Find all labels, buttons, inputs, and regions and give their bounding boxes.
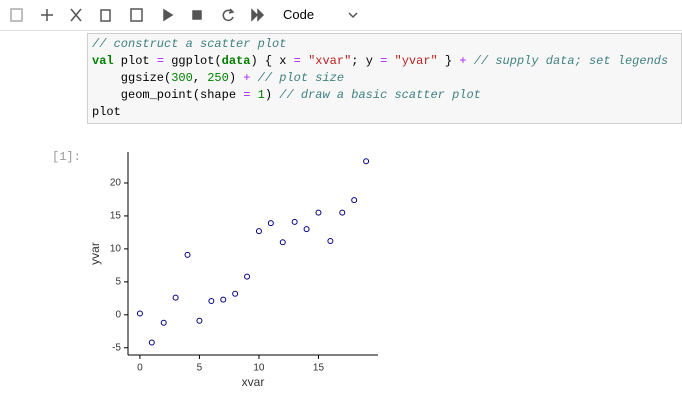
restart-button[interactable] (222, 8, 235, 22)
cut-button[interactable] (70, 8, 82, 22)
point (291, 218, 298, 225)
code-token: = (293, 54, 301, 68)
x-axis-label: xvar (242, 375, 265, 389)
point (267, 220, 274, 227)
code-token: } (437, 54, 460, 68)
code-token: ) (264, 88, 280, 102)
cell-type-select[interactable]: Code (283, 7, 315, 22)
code-token (250, 88, 257, 102)
code-line: val plot = ggplot(data) { x = "xvar"; y … (92, 53, 677, 70)
code-token: + (243, 71, 251, 85)
point (315, 209, 322, 216)
add-button[interactable] (41, 9, 53, 21)
code-token: + (459, 54, 467, 68)
point (255, 228, 262, 235)
code-token: 300 (171, 71, 193, 85)
chart: -5 0 5 10 15 20 0 5 10 15 xvar yvar (88, 152, 378, 389)
code-token: ) { x (250, 54, 294, 68)
paste-button[interactable] (130, 8, 143, 22)
code-token: plot (113, 54, 157, 68)
code-token: // draw a basic scatter plot (279, 88, 481, 102)
y-tick-label: -5 (112, 342, 121, 353)
y-axis-label: yvar (88, 242, 102, 265)
code-cell[interactable]: // construct a scatter plot val plot = gg… (87, 33, 682, 124)
code-token: , (192, 71, 208, 85)
code-line: // construct a scatter plot (92, 36, 677, 53)
code-line: ggsize(300, 250) + // plot size (92, 70, 677, 87)
code-token: // supply data; set legends (466, 54, 669, 68)
point (220, 296, 227, 303)
code-token: geom_point(shape (92, 88, 244, 102)
code-token: "yvar" (394, 54, 438, 68)
code-token: data (221, 54, 251, 68)
point (244, 273, 251, 280)
point (136, 310, 143, 317)
toolbar: Code (0, 0, 682, 31)
code-token (387, 54, 394, 68)
point (339, 209, 346, 216)
point (208, 297, 215, 304)
code-token: ; y (351, 54, 381, 68)
point (148, 339, 155, 346)
point (351, 197, 358, 204)
run-all-button[interactable] (251, 8, 265, 22)
y-tick-label: 0 (115, 309, 121, 320)
x-tick-label: 5 (197, 363, 203, 374)
code-token: "xvar" (308, 54, 352, 68)
y-tick-label: 5 (115, 276, 121, 287)
point (327, 237, 334, 244)
y-tick-label: 10 (110, 244, 122, 255)
code-token: plot (92, 105, 121, 119)
code-token: 250 (207, 71, 229, 85)
code-token: ggplot( (164, 54, 222, 68)
point (363, 158, 370, 165)
x-tick-label: 15 (313, 363, 325, 374)
code-token: // construct a scatter plot (92, 37, 287, 51)
code-token: ) (228, 71, 244, 85)
point (184, 251, 191, 258)
toolbar-icons (10, 8, 358, 22)
stop-button[interactable] (192, 10, 202, 20)
code-line: geom_point(shape = 1) // draw a basic sc… (92, 87, 677, 104)
x-tick-label: 0 (137, 363, 143, 374)
save-button[interactable] (10, 8, 23, 22)
copy-button[interactable] (100, 9, 111, 22)
point (196, 317, 203, 324)
point (279, 239, 286, 246)
code-token (301, 54, 308, 68)
output-prompt: [1]: (52, 150, 81, 164)
code-token: = (243, 88, 251, 102)
point (172, 294, 179, 301)
point (303, 226, 310, 233)
code-token: val (92, 54, 114, 68)
y-tick-label: 15 (110, 211, 122, 222)
code-token: // plot size (250, 71, 345, 85)
code-line: plot (92, 104, 677, 121)
code-token: ggsize( (92, 71, 172, 85)
point (232, 290, 239, 297)
code-token: = (156, 54, 165, 68)
code-token: = (380, 54, 388, 68)
run-button[interactable] (163, 8, 174, 22)
y-tick-label: 20 (110, 178, 122, 189)
x-tick-label: 10 (253, 363, 265, 374)
point (160, 319, 167, 326)
dropdown-arrow[interactable] (348, 12, 358, 19)
code-token: 1 (257, 88, 265, 102)
